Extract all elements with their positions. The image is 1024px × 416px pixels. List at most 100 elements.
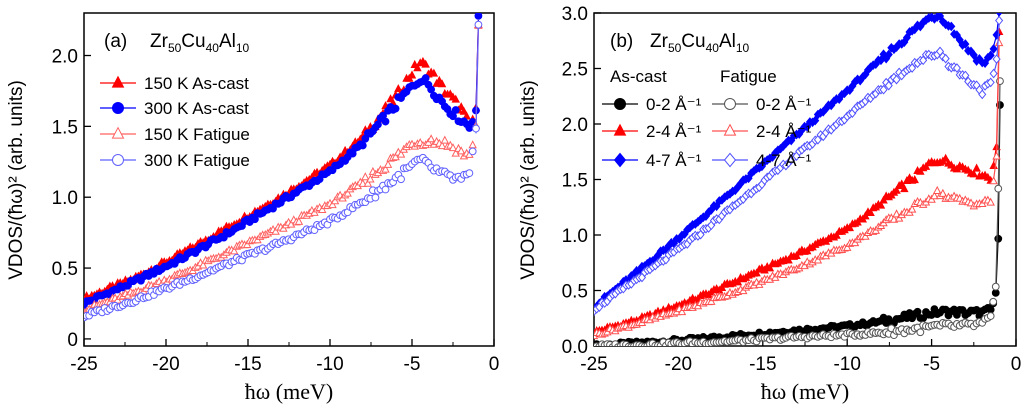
b-data-point [910, 175, 919, 184]
a-data-point [426, 134, 436, 143]
b-legend-label: 2-4 Å⁻¹ [646, 122, 702, 141]
b-data-point [996, 77, 1004, 86]
panel-b-label: (b) [610, 31, 633, 52]
a-series-3-tail [475, 27, 479, 134]
a-xtick-label: -5 [404, 354, 421, 375]
panel-b: -25 -20 -15 -10 -5 0 0.0 0.5 1.0 1.5 2.0 2.5 3.0 (b)… [518, 4, 1021, 404]
b-data-point [961, 70, 970, 81]
a-data-point [474, 20, 483, 29]
b-data-point [986, 77, 995, 88]
b-data-point [832, 230, 841, 239]
b-ytick-label: 2.0 [562, 115, 588, 136]
a-data-point [358, 178, 368, 187]
b-data-point [941, 53, 950, 64]
a-data-point [381, 185, 390, 194]
a-data-point [358, 141, 367, 150]
b-data-point [992, 54, 1001, 64]
a-data-point [361, 172, 370, 181]
b-data-point [989, 68, 998, 79]
a-data-point [381, 164, 390, 173]
a-data-point [407, 70, 417, 79]
a-data-point [429, 68, 439, 77]
b-data-point [995, 15, 1004, 26]
panel-a-label: (a) [104, 31, 127, 52]
a-data-point [383, 159, 393, 168]
b-data-point [986, 305, 995, 314]
a-data-point [396, 149, 406, 158]
a-data-point [421, 59, 430, 68]
b-legend-marker [614, 98, 626, 110]
b-data-point [935, 13, 945, 21]
b-data-point [876, 200, 886, 209]
a-data-point [465, 169, 474, 178]
a-data-point [242, 240, 252, 249]
a-data-point [472, 124, 480, 133]
a-data-point [394, 84, 403, 93]
a-legend-label: 150 K Fatigue [144, 125, 250, 144]
panel-b-composition: Zr50Cu40Al10 [650, 31, 750, 55]
a-data-point [271, 226, 280, 235]
b-xtick-label: -25 [580, 354, 607, 375]
b-data-point [892, 185, 901, 194]
b-data-point [913, 307, 922, 316]
b-xtick-label: 0 [1011, 354, 1022, 375]
a-data-point [451, 94, 460, 103]
b-legend-marker [723, 152, 737, 168]
a-data-point [451, 148, 460, 157]
a-legend-marker [112, 102, 124, 114]
panel-b-xlabel: ħω (meV) [761, 379, 849, 404]
a-xtick-label: -25 [70, 354, 97, 375]
a-data-point [294, 216, 304, 225]
b-ytick-label: 0.5 [562, 282, 588, 303]
b-data-point [707, 296, 716, 305]
a-data-point [318, 204, 327, 213]
a-data-point [468, 140, 477, 149]
b-xtick-label: -15 [749, 354, 776, 375]
b-data-point [991, 282, 1000, 291]
b-data-point [989, 176, 998, 185]
b-series-2 [594, 13, 1003, 314]
a-data-point [437, 141, 447, 150]
b-data-point [969, 50, 978, 60]
b-data-point [989, 44, 998, 54]
b-xtick-label: -10 [833, 354, 860, 375]
b-legend-marker [723, 123, 737, 136]
b-legend-label: 0-2 Å⁻¹ [756, 95, 812, 114]
a-data-point [474, 13, 483, 20]
a-data-point [371, 193, 380, 202]
a-data-point [366, 174, 375, 183]
b-xtick-label: -5 [923, 354, 940, 375]
a-legend-label: 300 K Fatigue [144, 151, 250, 170]
a-xtick-label: -20 [152, 354, 179, 375]
a-data-point [343, 188, 352, 197]
a-data-point [448, 143, 458, 152]
b-data-point [986, 312, 995, 320]
b-series-3 [594, 77, 1004, 346]
b-data-point [992, 151, 1001, 160]
panel-a: -25 -20 -15 -10 -5 0 0 0.5 1.0 1.5 2.0 (a) Zr50Cu4… [6, 12, 499, 404]
a-data-point [437, 79, 447, 88]
a-series-3 [84, 20, 483, 322]
b-legend-label: 2-4 Å⁻¹ [756, 122, 812, 141]
panel-a-ylabel: VDOS/(ħω)² (arb. units) [6, 80, 27, 280]
b-data-point [941, 153, 950, 162]
b-ytick-label: 0.0 [562, 337, 588, 358]
b-data-point [986, 50, 995, 61]
b-data-point [986, 197, 995, 206]
a-xtick-label: -15 [234, 354, 261, 375]
a-data-point [286, 219, 296, 228]
panel-b-legend: 0-2 Å⁻¹ 2-4 Å⁻¹ 4-7 Å⁻¹ 0-2 Å⁻¹ 2-4 Å⁻¹ 4-7 Å… [602, 95, 812, 170]
a-legend-marker [112, 154, 124, 166]
b-data-point [892, 74, 901, 85]
b-data-point [900, 184, 909, 193]
b-data-point [811, 115, 820, 126]
b-xtick-label: -20 [665, 354, 692, 375]
panel-b-frame [593, 12, 1017, 347]
panel-a-legend: 150 K As-cast 300 K As-cast 150 K Fatigue 3… [100, 74, 250, 170]
panel-a-composition: Zr50Cu40Al10 [150, 31, 250, 55]
b-legend-marker [613, 152, 627, 168]
b-legend-label: 4-7 Å⁻¹ [646, 151, 702, 170]
legend-header-fatigue: Fatigue [720, 67, 777, 86]
a-data-point [229, 246, 239, 255]
a-data-point [449, 112, 457, 121]
